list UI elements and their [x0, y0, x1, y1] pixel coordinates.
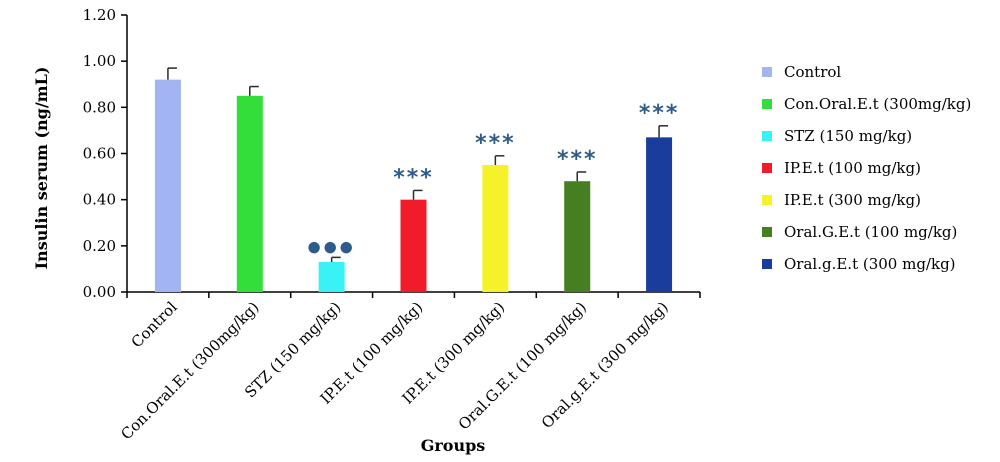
- x-axis-title: Groups: [421, 436, 486, 455]
- bar: [400, 199, 427, 292]
- significance-marker: ***: [475, 131, 516, 156]
- y-tick-label: 0.80: [83, 98, 116, 116]
- significance-marker: ●●●: [308, 237, 356, 255]
- y-tick-label: 0.20: [83, 237, 116, 255]
- y-tick-label: 0.60: [83, 145, 116, 163]
- significance-marker: ***: [639, 101, 680, 126]
- legend-label: IP.E.t (300 mg/kg): [784, 191, 921, 209]
- legend-label: STZ (150 mg/kg): [784, 127, 912, 145]
- legend-label: Control: [784, 63, 841, 81]
- x-tick-label: Con.Oral.E.t (300mg/kg): [117, 298, 262, 443]
- x-tick-label: Control: [128, 298, 181, 351]
- bars: [154, 67, 673, 293]
- legend-swatch: [762, 67, 772, 77]
- legend-swatch: [762, 99, 772, 109]
- legend-swatch: [762, 227, 772, 237]
- legend-swatch: [762, 163, 772, 173]
- bar: [646, 137, 673, 292]
- legend-swatch: [762, 131, 772, 141]
- legend-label: Oral.g.E.t (300 mg/kg): [784, 255, 956, 273]
- significance-marker: ***: [557, 147, 598, 172]
- legend-label: Con.Oral.E.t (300mg/kg): [784, 95, 971, 113]
- y-axis: 0.00 0.20 0.40 0.60 0.80 1.00 1.20: [83, 6, 128, 301]
- y-tick-label: 1.00: [83, 52, 116, 70]
- legend: Control Con.Oral.E.t (300mg/kg) STZ (150 m…: [762, 63, 971, 273]
- legend-label: Oral.G.E.t (100 mg/kg): [784, 223, 957, 241]
- bar: [318, 261, 345, 292]
- x-axis: [126, 291, 701, 298]
- y-tick-label: 1.20: [83, 6, 116, 24]
- significance-marker: ***: [393, 165, 434, 190]
- bar: [564, 181, 591, 292]
- bar: [482, 165, 509, 292]
- y-tick-label: 0.00: [83, 283, 116, 301]
- legend-swatch: [762, 259, 772, 269]
- significance-annotations: ●●● *** *** *** ***: [308, 101, 680, 256]
- legend-swatch: [762, 195, 772, 205]
- legend-label: IP.E.t (100 mg/kg): [784, 159, 921, 177]
- y-axis-title: Insulin serum (ng/mL): [32, 67, 51, 270]
- bar: [236, 95, 263, 293]
- bar: [154, 79, 181, 292]
- y-tick-label: 0.40: [83, 191, 116, 209]
